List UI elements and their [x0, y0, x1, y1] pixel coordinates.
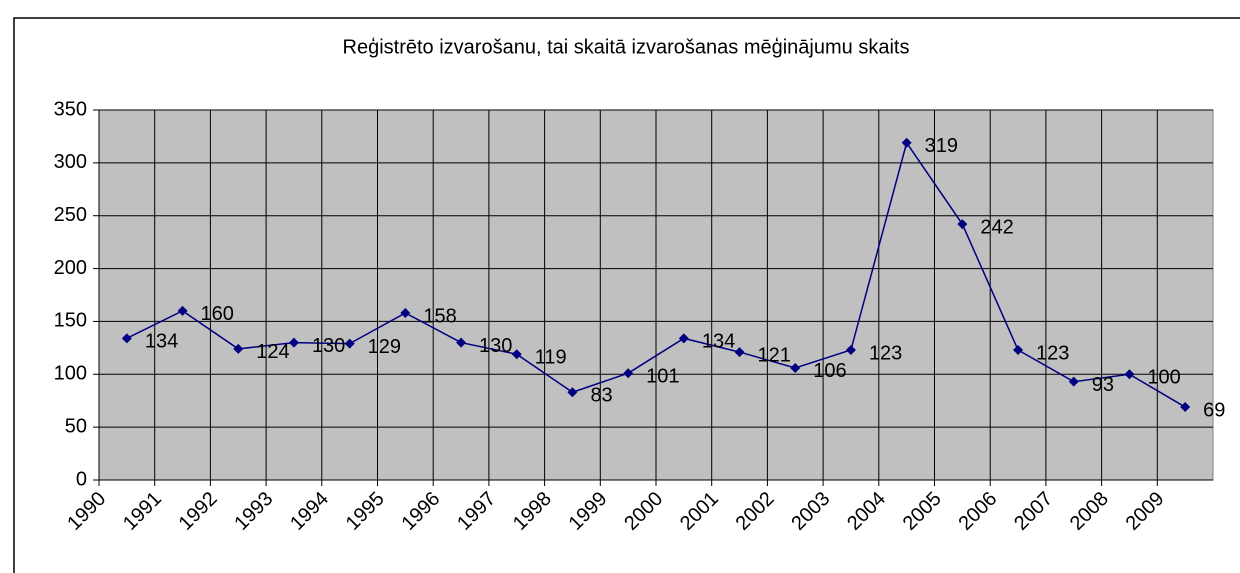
data-label: 123 [869, 342, 902, 364]
data-marker [456, 337, 467, 348]
data-marker [734, 347, 745, 358]
data-marker [901, 137, 912, 148]
y-tick-label: 300 [54, 151, 87, 173]
data-label: 119 [535, 346, 567, 368]
data-marker [845, 344, 856, 355]
data-label: 69 [1203, 399, 1225, 421]
y-tick-label: 150 [54, 310, 87, 332]
data-marker [121, 333, 132, 344]
data-label: 100 [1147, 367, 1180, 389]
data-marker [1124, 369, 1135, 380]
data-marker [233, 343, 244, 354]
data-label: 93 [1092, 374, 1114, 396]
data-line [126, 141, 1186, 408]
data-label: 160 [201, 303, 234, 325]
data-marker [344, 338, 355, 349]
data-marker [678, 333, 689, 344]
data-label: 134 [145, 331, 178, 353]
chart-title: Reģistrēto izvarošanu, tai skaitā izvaro… [343, 36, 910, 58]
y-tick-label: 0 [76, 468, 87, 490]
data-label: 130 [479, 335, 512, 357]
data-label: 129 [368, 336, 401, 358]
data-marker [623, 368, 634, 379]
data-marker [1180, 402, 1191, 413]
data-marker [957, 219, 968, 230]
data-marker [511, 349, 522, 360]
data-marker [1013, 344, 1024, 355]
data-label: 242 [980, 216, 1013, 238]
data-label: 130 [312, 335, 345, 357]
data-marker [1068, 376, 1079, 387]
y-tick-label: 350 [54, 98, 87, 120]
data-label: 83 [590, 385, 612, 407]
data-label: 101 [646, 366, 679, 388]
data-label: 158 [423, 305, 456, 327]
y-tick-label: 50 [65, 415, 87, 437]
y-tick-label: 200 [54, 257, 87, 279]
y-tick-label: 250 [54, 204, 87, 226]
data-marker [177, 305, 188, 316]
data-label: 123 [1036, 342, 1069, 364]
data-marker [400, 307, 411, 318]
data-marker [790, 362, 801, 373]
data-label: 134 [702, 331, 735, 353]
data-marker [567, 387, 578, 398]
y-tick-label: 100 [54, 363, 87, 385]
data-label: 124 [256, 341, 289, 363]
data-label: 106 [813, 360, 846, 382]
data-marker [288, 337, 299, 348]
data-label: 319 [925, 135, 958, 157]
data-label: 121 [758, 344, 791, 366]
